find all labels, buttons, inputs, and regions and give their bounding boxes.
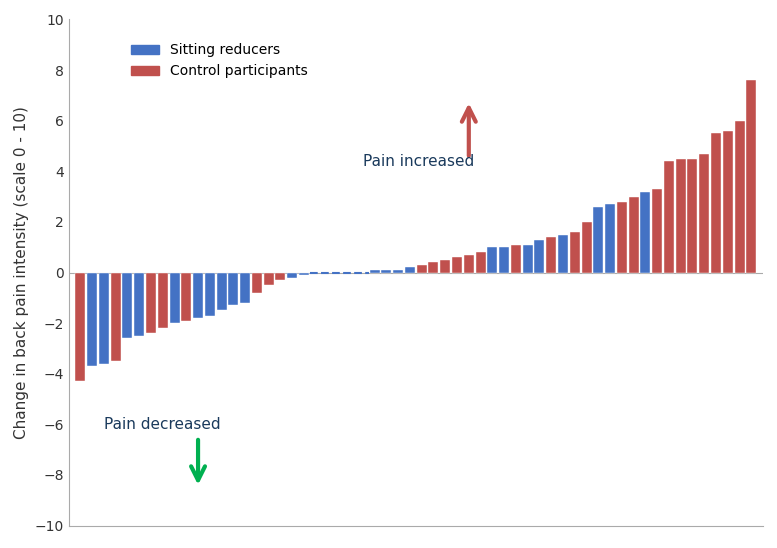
Legend: Sitting reducers, Control participants: Sitting reducers, Control participants [124, 37, 315, 85]
Bar [287, 272, 298, 278]
Bar [511, 244, 521, 272]
Bar [382, 270, 392, 272]
Bar [146, 272, 156, 333]
Bar [217, 272, 227, 311]
Bar [699, 153, 709, 272]
Bar [276, 272, 285, 280]
Bar [416, 265, 427, 272]
Bar [688, 158, 698, 272]
Bar [158, 272, 168, 328]
Bar [640, 191, 650, 272]
Text: Pain increased: Pain increased [363, 154, 474, 169]
Bar [664, 161, 674, 272]
Bar [464, 255, 474, 272]
Text: Pain decreased: Pain decreased [104, 418, 221, 432]
Bar [723, 131, 733, 272]
Bar [428, 262, 438, 272]
Bar [134, 272, 145, 336]
Bar [558, 235, 568, 272]
Bar [240, 272, 250, 303]
Bar [594, 207, 603, 272]
Bar [405, 267, 415, 272]
Bar [441, 260, 450, 272]
Bar [617, 202, 627, 272]
Bar [299, 272, 309, 275]
Bar [181, 272, 191, 321]
Bar [228, 272, 239, 305]
Bar [393, 270, 403, 272]
Y-axis label: Change in back pain intensity (scale 0 - 10): Change in back pain intensity (scale 0 -… [14, 106, 29, 439]
Bar [629, 197, 639, 272]
Bar [252, 272, 262, 293]
Bar [476, 252, 486, 272]
Bar [99, 272, 109, 364]
Bar [75, 272, 85, 381]
Bar [546, 237, 556, 272]
Bar [110, 272, 120, 361]
Bar [581, 222, 591, 272]
Bar [123, 272, 132, 338]
Bar [193, 272, 203, 318]
Bar [263, 272, 274, 285]
Bar [169, 272, 179, 323]
Bar [205, 272, 214, 316]
Bar [711, 133, 721, 272]
Bar [499, 247, 509, 272]
Bar [605, 204, 615, 272]
Bar [370, 270, 380, 272]
Bar [747, 80, 756, 272]
Bar [523, 244, 533, 272]
Bar [676, 158, 686, 272]
Bar [570, 232, 580, 272]
Bar [535, 239, 545, 272]
Bar [487, 247, 497, 272]
Bar [652, 189, 662, 272]
Bar [452, 258, 462, 272]
Bar [734, 121, 744, 272]
Bar [87, 272, 97, 366]
